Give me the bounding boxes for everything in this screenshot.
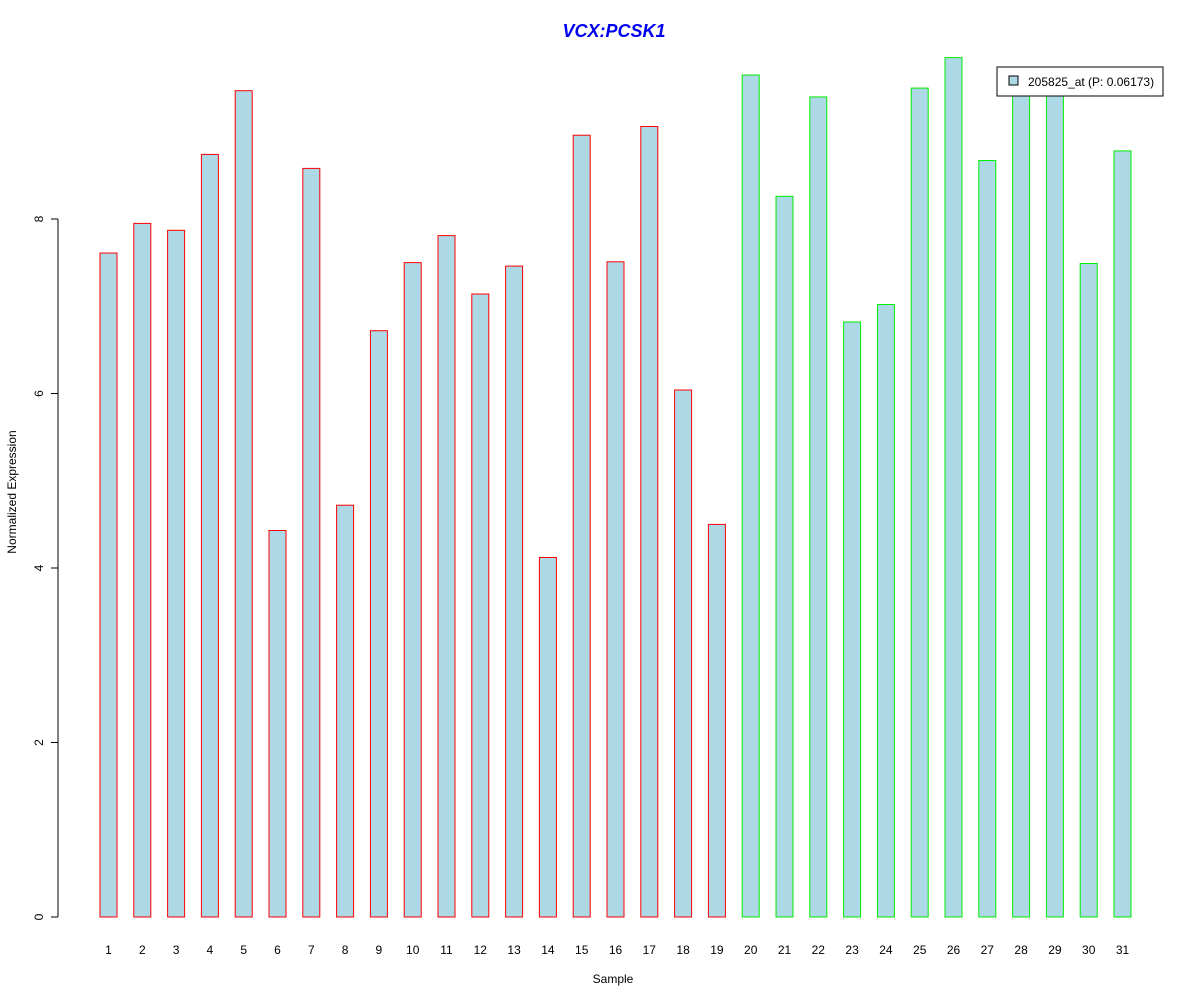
bar-sample-17 bbox=[640, 126, 659, 918]
y-tick-label: 6 bbox=[32, 390, 46, 397]
bar-sample-15 bbox=[572, 134, 591, 918]
x-tick-label: 24 bbox=[879, 943, 893, 957]
x-tick-label: 28 bbox=[1014, 943, 1028, 957]
x-tick-label: 17 bbox=[643, 943, 657, 957]
bar-sample-22 bbox=[809, 96, 828, 918]
x-tick-label: 30 bbox=[1082, 943, 1096, 957]
x-tick-label: 3 bbox=[173, 943, 180, 957]
y-axis-label: Normalized Expression bbox=[5, 430, 19, 553]
bar-sample-7 bbox=[302, 167, 321, 918]
bar-sample-18 bbox=[674, 389, 693, 918]
bar-sample-10 bbox=[403, 262, 422, 918]
x-axis-label: Sample bbox=[593, 972, 634, 986]
y-tick-label: 0 bbox=[32, 913, 46, 920]
legend-label: 205825_at (P: 0.06173) bbox=[1028, 75, 1154, 89]
x-tick-label: 31 bbox=[1116, 943, 1130, 957]
bars-group bbox=[99, 57, 1132, 918]
bar-sample-13 bbox=[505, 265, 524, 918]
chart-title: VCX:PCSK1 bbox=[562, 21, 665, 41]
x-tick-label: 14 bbox=[541, 943, 555, 957]
bar-sample-28 bbox=[1012, 87, 1031, 918]
x-tick-label: 2 bbox=[139, 943, 146, 957]
x-tick-labels: 1 2 3 4 5 6 7 8 9 10 11 12 13 14 15 16 17 18 19 20 21 22 23 24 2… bbox=[105, 943, 1129, 957]
bar-sample-31 bbox=[1113, 150, 1132, 918]
y-tick-label: 2 bbox=[32, 739, 46, 746]
bar-sample-3 bbox=[167, 229, 186, 918]
legend-swatch bbox=[1008, 75, 1019, 86]
bar-sample-27 bbox=[978, 160, 997, 918]
bar-sample-20 bbox=[741, 74, 760, 918]
bar-sample-9 bbox=[369, 330, 388, 918]
y-tick-label: 8 bbox=[32, 215, 46, 222]
x-tick-label: 8 bbox=[342, 943, 349, 957]
x-tick-label: 5 bbox=[240, 943, 247, 957]
bar-sample-24 bbox=[876, 304, 895, 918]
bar-sample-29 bbox=[1045, 87, 1064, 918]
bar-sample-5 bbox=[234, 90, 253, 918]
x-tick-label: 27 bbox=[981, 943, 995, 957]
x-tick-label: 10 bbox=[406, 943, 420, 957]
x-tick-label: 15 bbox=[575, 943, 589, 957]
x-tick-label: 23 bbox=[845, 943, 859, 957]
x-tick-label: 6 bbox=[274, 943, 281, 957]
bar-sample-4 bbox=[200, 153, 219, 918]
x-tick-label: 20 bbox=[744, 943, 758, 957]
bar-sample-11 bbox=[437, 235, 456, 918]
x-tick-label: 11 bbox=[440, 943, 453, 957]
bar-sample-25 bbox=[910, 87, 929, 918]
x-tick-label: 19 bbox=[710, 943, 724, 957]
x-tick-label: 21 bbox=[778, 943, 792, 957]
x-tick-label: 29 bbox=[1048, 943, 1062, 957]
x-tick-label: 12 bbox=[474, 943, 488, 957]
x-tick-label: 1 bbox=[105, 943, 112, 957]
bar-sample-21 bbox=[775, 195, 794, 918]
y-tick-label: 4 bbox=[32, 564, 46, 571]
legend-box bbox=[996, 66, 1164, 97]
bar-sample-6 bbox=[268, 530, 287, 918]
x-tick-label: 25 bbox=[913, 943, 927, 957]
x-tick-label: 4 bbox=[207, 943, 214, 957]
bar-sample-2 bbox=[133, 222, 152, 918]
x-tick-label: 13 bbox=[507, 943, 521, 957]
bar-sample-14 bbox=[538, 557, 557, 918]
bar-sample-26 bbox=[944, 57, 963, 918]
x-tick-label: 9 bbox=[376, 943, 383, 957]
x-tick-label: 16 bbox=[609, 943, 623, 957]
x-tick-label: 7 bbox=[308, 943, 315, 957]
x-tick-label: 26 bbox=[947, 943, 961, 957]
bar-sample-30 bbox=[1079, 263, 1098, 918]
x-tick-label: 18 bbox=[676, 943, 690, 957]
y-axis: 0 2 4 6 8 bbox=[32, 215, 59, 920]
bar-sample-19 bbox=[707, 523, 726, 918]
legend: 205825_at (P: 0.06173) bbox=[996, 66, 1164, 97]
bar-sample-16 bbox=[606, 261, 625, 918]
bar-sample-1 bbox=[99, 252, 118, 918]
bar-sample-8 bbox=[336, 504, 355, 918]
x-tick-label: 22 bbox=[812, 943, 826, 957]
bar-sample-12 bbox=[471, 293, 490, 918]
bar-sample-23 bbox=[843, 321, 862, 918]
